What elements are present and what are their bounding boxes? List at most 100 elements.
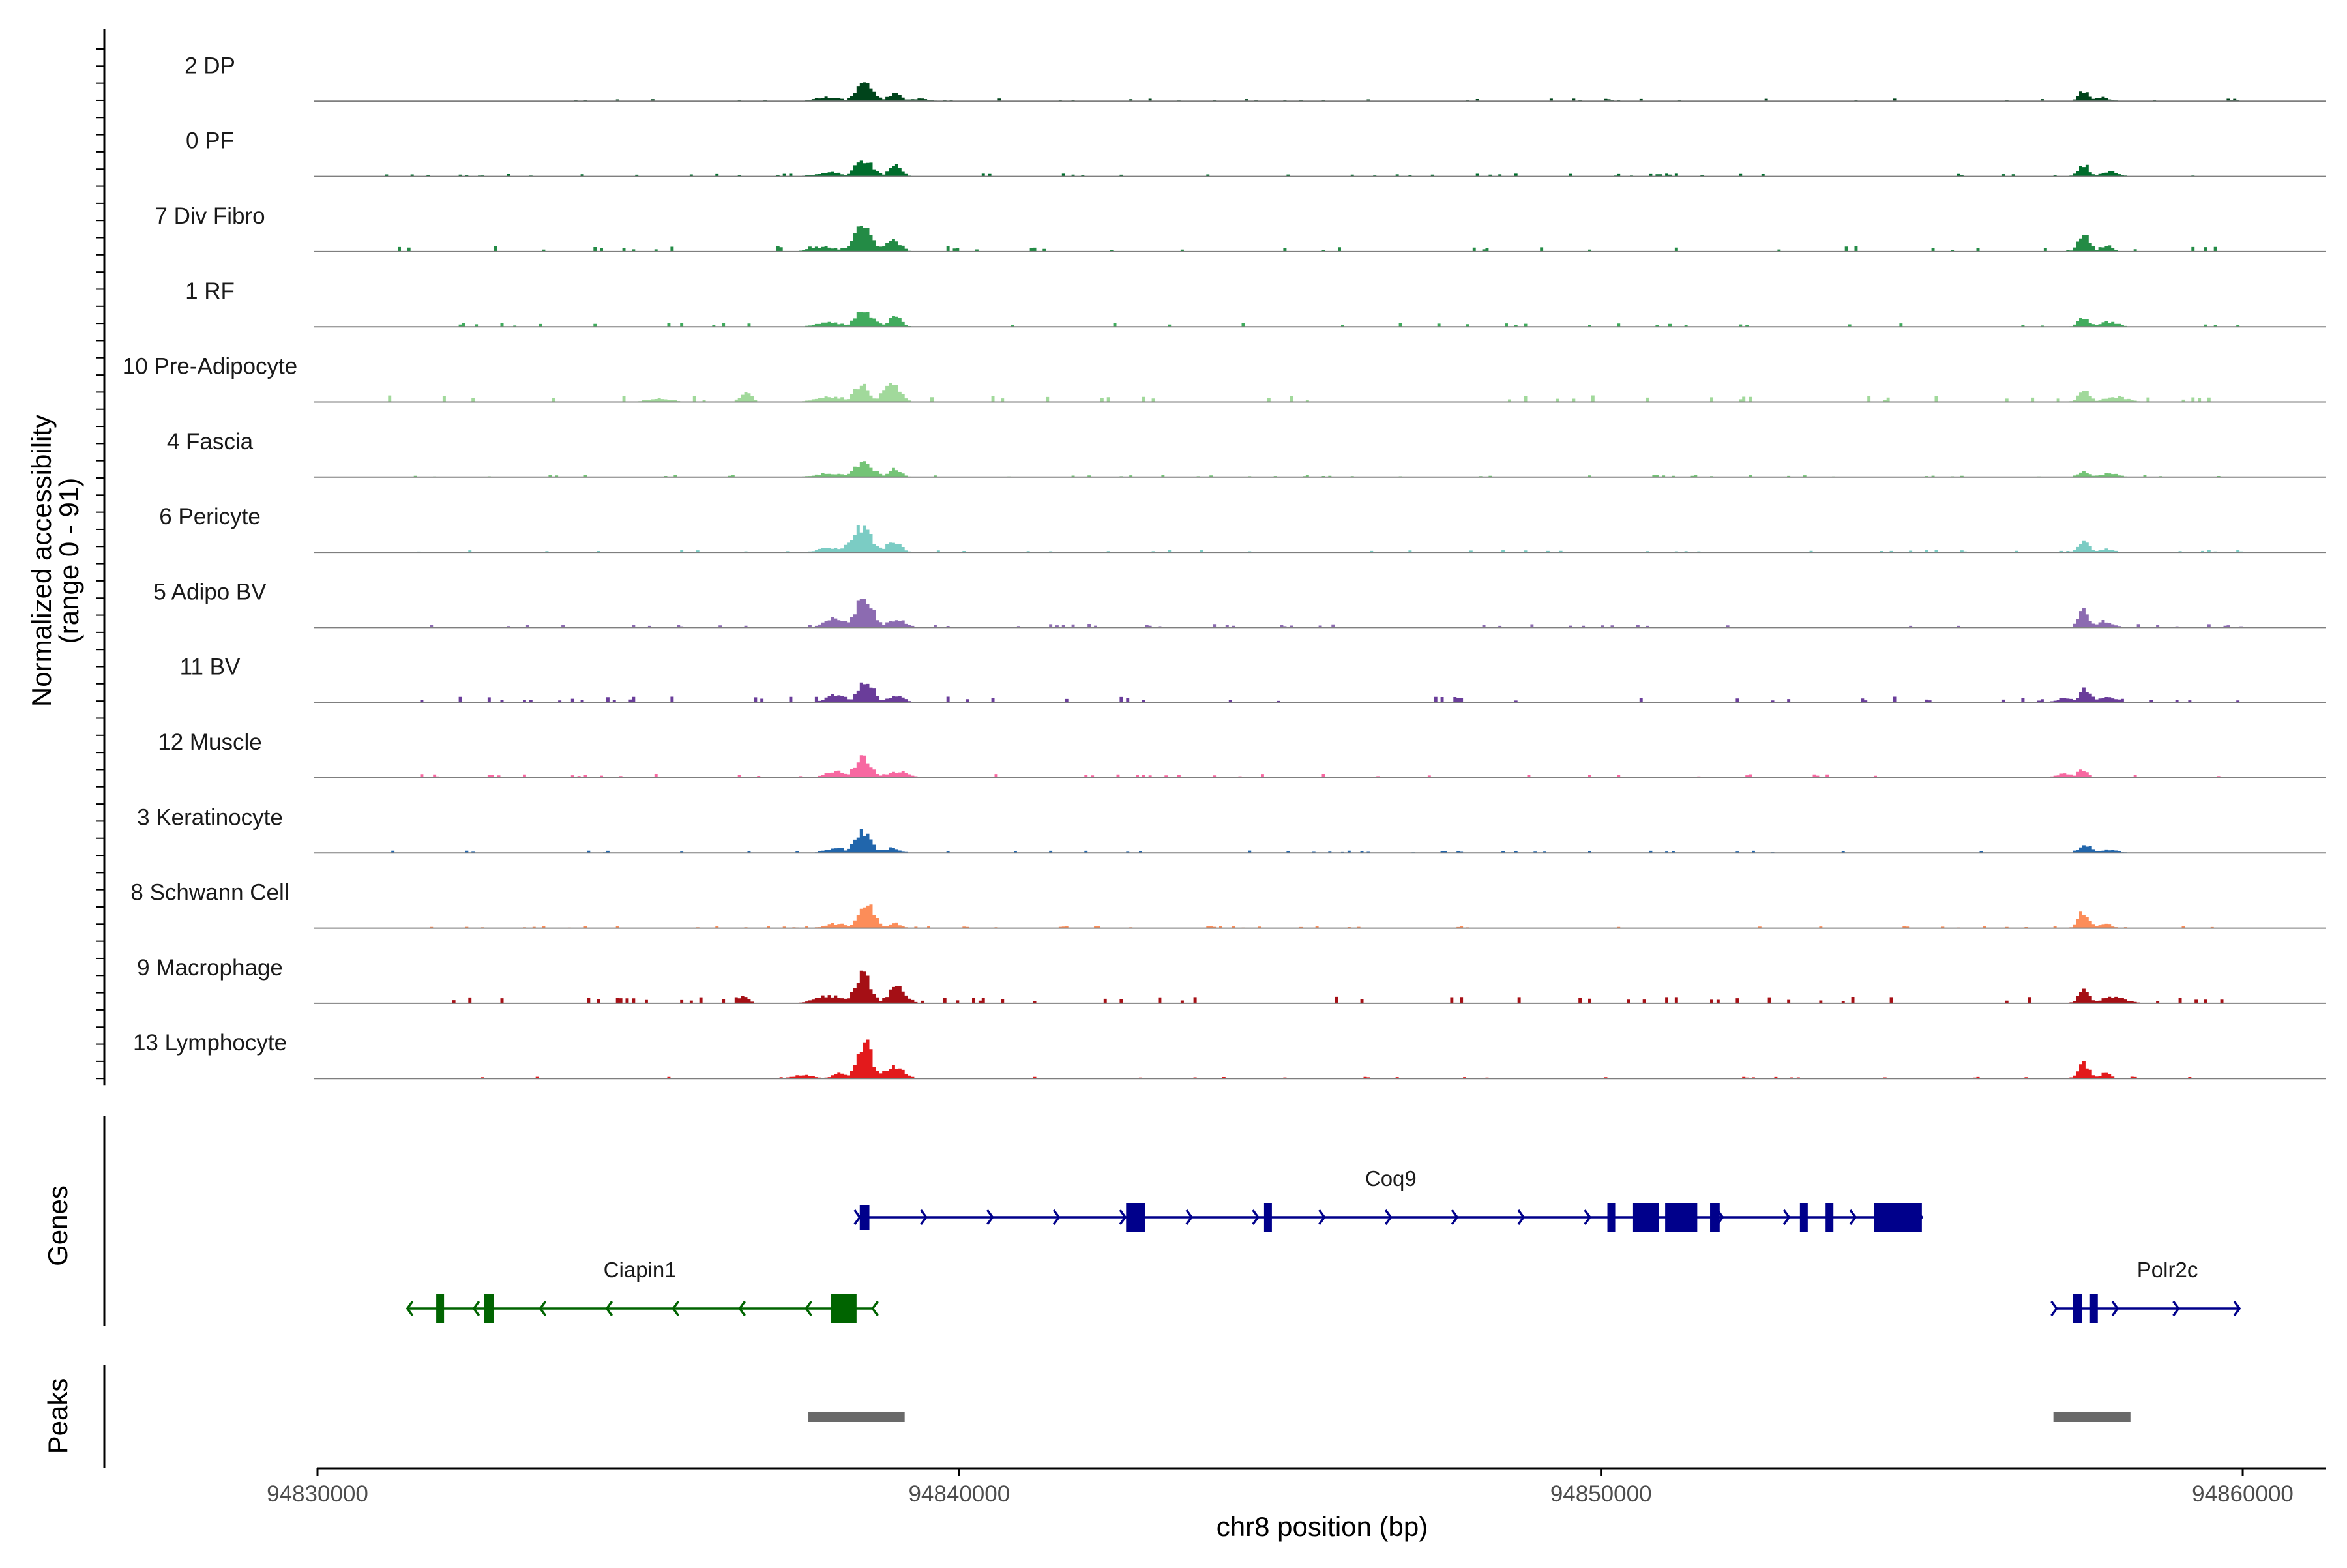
track-label: 0 PF	[186, 128, 234, 154]
track-label: 9 Macrophage	[137, 955, 283, 981]
coverage-track: 9 Macrophage	[137, 955, 2326, 1004]
x-tick-label: 94860000	[2192, 1481, 2294, 1507]
coverage-area	[317, 383, 2326, 402]
track-label: 7 Div Fibro	[155, 203, 265, 229]
coverage-area	[317, 525, 2326, 553]
strand-arrow	[1119, 1209, 1127, 1226]
gene-exon	[1825, 1203, 1834, 1232]
gene-label: Polr2c	[2137, 1258, 2198, 1282]
x-tick-label: 94850000	[1550, 1481, 1652, 1507]
coverage-track: 0 PF	[186, 128, 2326, 177]
coverage-area	[317, 682, 2326, 703]
gene-exon	[1874, 1203, 1922, 1232]
gene-label: Coq9	[1365, 1166, 1417, 1191]
track-label: 1 RF	[185, 278, 235, 304]
coverage-track: 12 Muscle	[158, 730, 2326, 778]
gene-exon	[484, 1294, 494, 1323]
strand-arrow	[871, 1300, 879, 1317]
strand-arrow	[738, 1300, 746, 1317]
coverage-track: 4 Fascia	[167, 429, 2326, 478]
gene-exon	[859, 1205, 870, 1230]
coverage-track: 3 Keratinocyte	[137, 805, 2326, 854]
strand-arrow	[472, 1300, 480, 1317]
peaks-panel: Peaks	[42, 1365, 2131, 1468]
coverage-area	[317, 461, 2326, 477]
strand-arrow	[1252, 1209, 1260, 1226]
gene-exon	[436, 1294, 445, 1323]
coverage-area	[317, 82, 2326, 102]
position-x-axis: chr8 position (bp) 94830000 94840000 94850…	[267, 1467, 2326, 1542]
gene-exon	[1710, 1203, 1720, 1232]
strand-arrow	[1318, 1209, 1326, 1226]
track-label: 2 DP	[185, 53, 235, 78]
coverage-area	[317, 160, 2326, 177]
track-label: 6 Pericyte	[159, 504, 261, 529]
coverage-area	[317, 226, 2326, 252]
coverage-area	[317, 1039, 2326, 1079]
strand-arrow	[672, 1300, 680, 1317]
strand-arrow	[539, 1300, 547, 1317]
peaks-panel-title: Peaks	[42, 1378, 73, 1455]
gene-exon	[1607, 1203, 1616, 1232]
gene-model: Ciapin1	[406, 1258, 879, 1323]
coverage-track: 10 Pre-Adipocyte	[123, 354, 2326, 403]
strand-arrow	[406, 1300, 414, 1317]
x-tick-label: 94840000	[908, 1481, 1010, 1507]
coverage-tracks: 2 DP 0 PF 7 Div Fibro 1 RF 10 Pre-Adipocyte 4…	[123, 53, 2326, 1080]
track-label: 10 Pre-Adipocyte	[123, 354, 297, 379]
gene-exon	[1126, 1203, 1145, 1232]
peak-region	[2053, 1412, 2131, 1422]
coverage-track: 2 DP	[185, 53, 2326, 102]
coverage-track: 1 RF	[185, 278, 2326, 328]
strand-arrow	[1584, 1209, 1591, 1226]
coverage-track: 11 BV	[180, 655, 2326, 703]
coverage-track: 8 Schwann Cell	[130, 880, 2326, 929]
strand-arrow	[1052, 1209, 1061, 1226]
strand-arrow	[2233, 1300, 2241, 1317]
gene-exon	[1263, 1203, 1272, 1232]
track-label: 11 BV	[180, 655, 241, 680]
coverage-area	[317, 829, 2326, 853]
strand-arrow	[605, 1300, 613, 1317]
track-label: 13 Lymphocyte	[133, 1030, 287, 1056]
strand-arrow	[2111, 1300, 2119, 1317]
coverage-track: 7 Div Fibro	[155, 203, 2326, 252]
strand-arrow	[804, 1300, 812, 1317]
strand-arrow	[920, 1209, 928, 1226]
coverage-area	[317, 312, 2326, 327]
gene-exon	[1632, 1203, 1659, 1232]
coverage-track: 6 Pericyte	[159, 504, 2326, 554]
strand-arrow	[1185, 1209, 1194, 1226]
strand-arrow	[1849, 1209, 1857, 1226]
genes-panel: Genes Coq9 Ciapin1 Polr2c	[42, 1116, 2241, 1326]
strand-arrow	[1782, 1209, 1791, 1226]
track-label: 12 Muscle	[158, 730, 262, 755]
x-tick-label: 94830000	[267, 1481, 368, 1507]
track-label: 3 Keratinocyte	[137, 805, 283, 830]
genes-panel-title: Genes	[42, 1185, 73, 1266]
track-label: 5 Adipo BV	[153, 579, 267, 604]
strand-arrow	[1451, 1209, 1459, 1226]
track-label: 4 Fascia	[167, 429, 254, 454]
coverage-area	[317, 599, 2326, 628]
strand-arrow	[1517, 1209, 1526, 1226]
coverage-track: 5 Adipo BV	[153, 579, 2326, 629]
strand-arrow	[1384, 1209, 1393, 1226]
strand-arrow	[2172, 1300, 2180, 1317]
gene-exon	[2089, 1294, 2098, 1323]
coverage-area	[317, 755, 2326, 778]
x-axis-title: chr8 position (bp)	[1217, 1511, 1428, 1542]
peak-region	[808, 1412, 905, 1422]
strand-arrow	[986, 1209, 994, 1226]
strand-arrow	[853, 1209, 861, 1226]
gene-label: Ciapin1	[604, 1258, 677, 1282]
gene-exon	[1665, 1203, 1698, 1232]
accessibility-y-axis: Normalized accessibility (range 0 - 91)	[26, 29, 106, 1086]
y-axis-range-label: (range 0 - 91)	[53, 478, 84, 643]
y-axis-title: Normalized accessibility	[26, 415, 57, 707]
coverage-area	[317, 904, 2326, 928]
gene-exon	[1799, 1203, 1808, 1232]
track-label: 8 Schwann Cell	[130, 880, 289, 906]
